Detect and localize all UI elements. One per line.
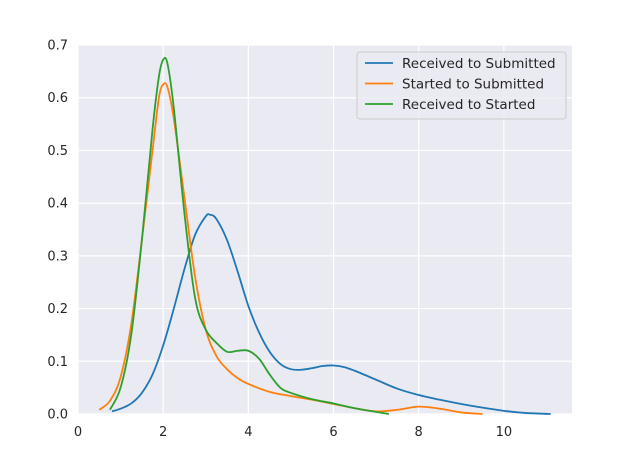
y-tick-label: 0.0	[47, 408, 68, 423]
y-tick-label: 0.1	[47, 355, 68, 370]
x-axis-ticks: 0 2 4 6 8 10	[74, 425, 512, 440]
y-tick-label: 0.5	[47, 144, 68, 159]
y-axis-ticks: 0.0 0.1 0.2 0.3 0.4 0.5 0.6 0.7	[47, 39, 68, 423]
x-tick-label: 8	[415, 425, 423, 440]
y-tick-label: 0.2	[47, 302, 68, 317]
x-tick-label: 2	[159, 425, 167, 440]
legend-label: Started to Submitted	[402, 77, 544, 93]
y-tick-label: 0.6	[47, 91, 68, 106]
x-tick-label: 10	[496, 425, 513, 440]
series-line-2	[109, 56, 390, 415]
legend-label: Received to Submitted	[402, 56, 556, 72]
y-tick-label: 0.7	[47, 39, 68, 54]
legend-label: Received to Started	[402, 97, 535, 113]
x-tick-label: 0	[74, 425, 82, 440]
x-tick-label: 4	[244, 425, 252, 440]
series-line-0	[111, 213, 551, 415]
y-tick-label: 0.3	[47, 249, 68, 264]
legend: Received to Submitted Started to Submitte…	[356, 51, 567, 120]
x-tick-label: 6	[329, 425, 337, 440]
grid-lines	[77, 44, 572, 415]
legend-box	[356, 51, 567, 120]
series-lines	[98, 56, 551, 415]
y-tick-label: 0.4	[47, 197, 68, 212]
